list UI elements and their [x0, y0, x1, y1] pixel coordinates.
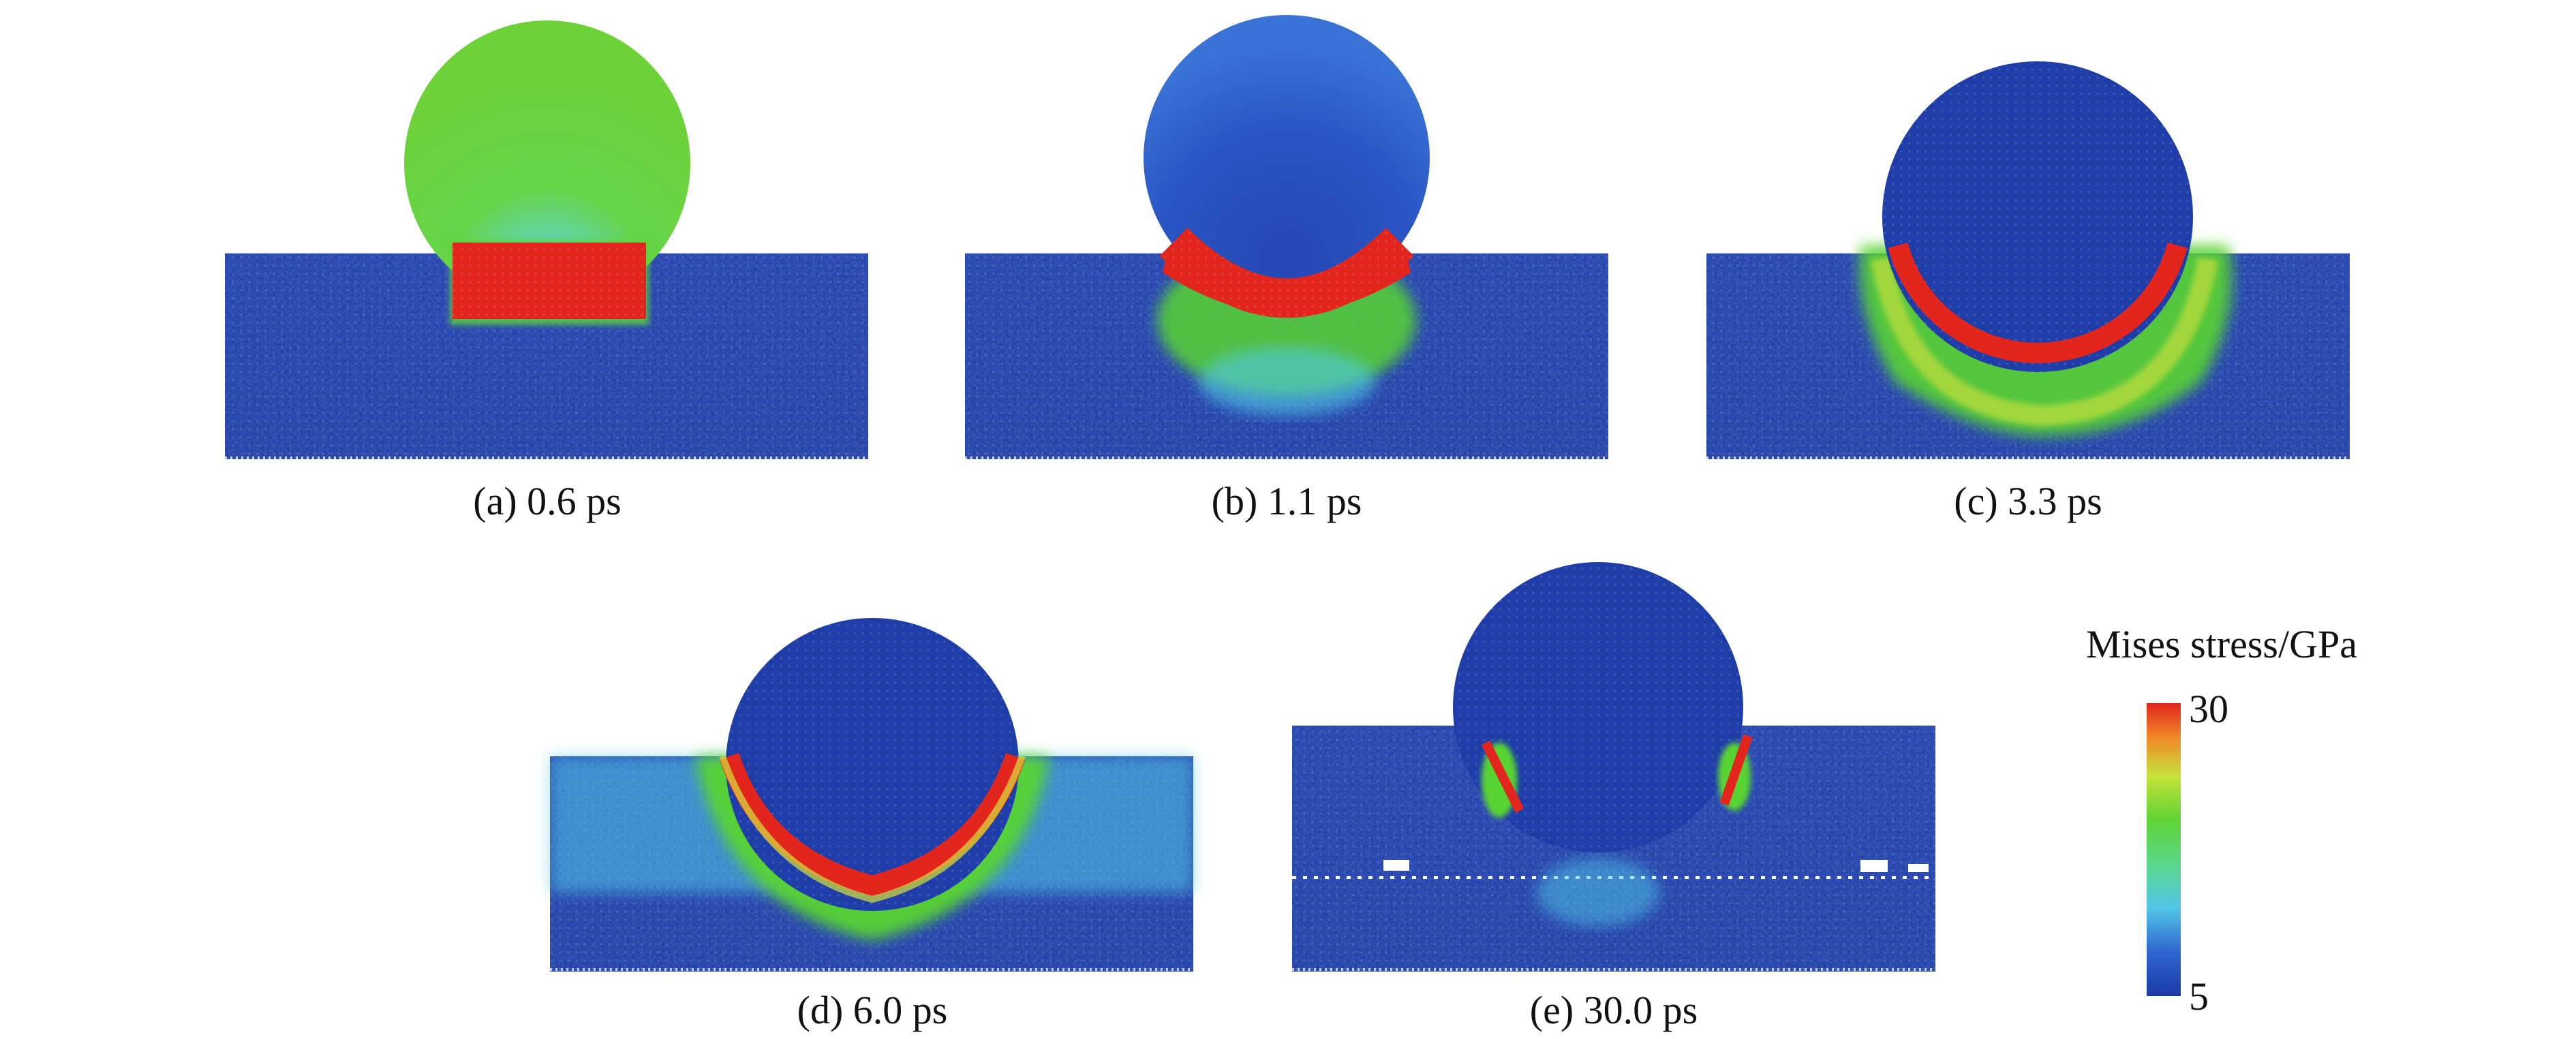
panel-d	[550, 618, 1193, 972]
colorbar: Mises stress/GPa 30 5	[2086, 622, 2357, 1019]
colorbar-max-label: 30	[2189, 687, 2228, 731]
sphere-a	[404, 20, 690, 307]
stress-zone-e-right	[1719, 734, 1753, 806]
colorbar-scale	[2147, 703, 2181, 996]
stress-zone-d	[719, 753, 1026, 897]
stress-zone-c	[1888, 243, 2188, 363]
sphere-b	[1144, 15, 1430, 301]
caption-d: (d) 6.0 ps	[797, 988, 948, 1032]
colorbar-min-label: 5	[2189, 974, 2209, 1019]
panel-e	[1292, 562, 1935, 972]
panel-c	[1706, 61, 2350, 459]
caption-a: (a) 0.6 ps	[473, 479, 621, 523]
caption-e: (e) 30.0 ps	[1530, 988, 1698, 1032]
stress-zone-e-left	[1481, 740, 1524, 813]
caption-b: (b) 1.1 ps	[1212, 479, 1362, 523]
panel-a	[225, 20, 868, 459]
caption-c: (c) 3.3 ps	[1954, 479, 2102, 523]
colorbar-title: Mises stress/GPa	[2086, 622, 2357, 666]
panel-b	[965, 15, 1608, 459]
